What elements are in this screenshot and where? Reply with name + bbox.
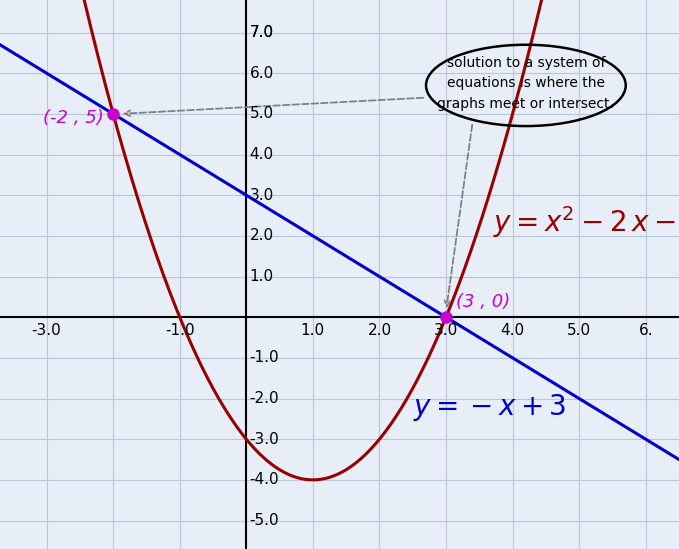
Text: -1.0: -1.0 — [165, 323, 195, 338]
Text: -3.0: -3.0 — [250, 432, 279, 447]
Text: -1.0: -1.0 — [250, 350, 279, 366]
Text: 7.0: 7.0 — [250, 25, 274, 40]
Text: 6.: 6. — [638, 323, 653, 338]
Text: 5.0: 5.0 — [567, 323, 591, 338]
Text: 4.0: 4.0 — [250, 147, 274, 162]
Text: 5.0: 5.0 — [250, 107, 274, 121]
Text: -2.0: -2.0 — [250, 391, 279, 406]
Text: solution to a system of
equations is where the
graphs meet or intersect.: solution to a system of equations is whe… — [437, 56, 614, 111]
Text: -3.0: -3.0 — [32, 323, 62, 338]
Text: 4.0: 4.0 — [500, 323, 525, 338]
Text: (-2 , 5): (-2 , 5) — [43, 109, 104, 127]
Text: 3.0: 3.0 — [434, 323, 458, 338]
Text: (3 , 0): (3 , 0) — [456, 293, 510, 311]
Text: 2.0: 2.0 — [367, 323, 392, 338]
Text: -4.0: -4.0 — [250, 472, 279, 488]
Text: -5.0: -5.0 — [250, 513, 279, 528]
Text: 7.0: 7.0 — [250, 25, 274, 40]
Text: $y=x^2-2\,x-3$: $y=x^2-2\,x-3$ — [492, 204, 679, 240]
Text: 1.0: 1.0 — [250, 269, 274, 284]
Text: 6.0: 6.0 — [250, 66, 274, 81]
Text: 2.0: 2.0 — [250, 228, 274, 243]
Text: 1.0: 1.0 — [301, 323, 325, 338]
Text: $y=-x+3$: $y=-x+3$ — [413, 392, 566, 423]
Text: 3.0: 3.0 — [250, 188, 274, 203]
